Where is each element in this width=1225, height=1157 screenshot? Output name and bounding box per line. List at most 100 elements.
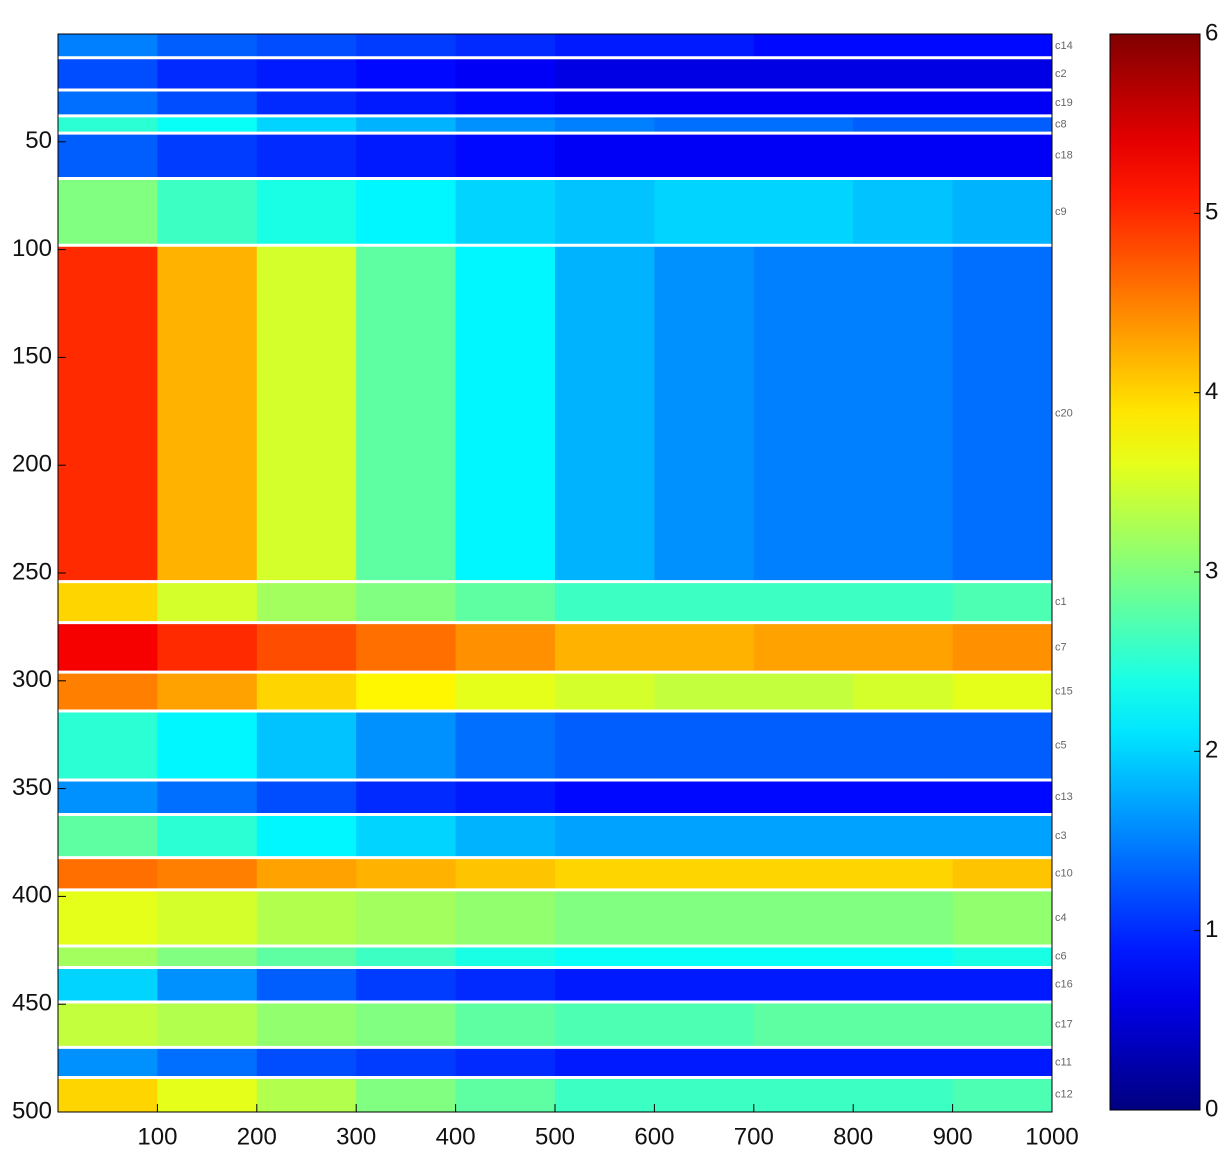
heatmap-cell: [356, 622, 457, 673]
heatmap-cell: [58, 945, 158, 968]
heatmap-cell: [654, 672, 755, 711]
heatmap-cell: [853, 178, 954, 246]
heatmap-cell: [654, 245, 755, 582]
heatmap-cell: [654, 945, 755, 968]
heatmap-cell: [356, 1002, 457, 1048]
heatmap-cell: [753, 889, 854, 946]
heatmap-cell: [455, 945, 556, 968]
heatmap-cell: [555, 945, 655, 968]
heatmap-cell: [455, 814, 556, 858]
heatmap-cell: [256, 857, 357, 890]
heatmap-cell: [356, 889, 457, 946]
heatmap-cell: [654, 1002, 755, 1048]
heatmap-cell: [256, 889, 357, 946]
heatmap-cell: [555, 115, 655, 134]
heatmap-cell: [455, 245, 556, 582]
heatmap-cell: [356, 57, 457, 91]
heatmap-cell: [157, 581, 258, 623]
heatmap-cell: [356, 967, 457, 1003]
x-tick-label: 500: [535, 1123, 575, 1150]
heatmap-cell: [555, 622, 655, 673]
heatmap-cell: [256, 245, 357, 582]
cluster-label: c15: [1055, 685, 1073, 697]
heatmap-cell: [853, 945, 954, 968]
heatmap-cell: [455, 34, 556, 58]
heatmap-cell: [753, 622, 854, 673]
heatmap-cell: [256, 622, 357, 673]
heatmap-cell: [157, 178, 258, 246]
heatmap-cell: [256, 779, 357, 815]
heatmap-cell: [753, 133, 854, 179]
heatmap-cell: [256, 1002, 357, 1048]
heatmap-cell: [853, 672, 954, 711]
heatmap-cell: [157, 889, 258, 946]
heatmap-cell: [952, 672, 1053, 711]
heatmap-cell: [853, 581, 954, 623]
heatmap-cell: [356, 581, 457, 623]
colorbar-tick-label: 3: [1205, 557, 1218, 584]
heatmap-cell: [256, 34, 357, 58]
x-tick-label: 700: [734, 1123, 774, 1150]
heatmap-cell: [356, 178, 457, 246]
y-tick-label: 100: [12, 235, 52, 262]
heatmap-cell: [555, 1077, 655, 1112]
cluster-label: c12: [1055, 1089, 1073, 1101]
heatmap-cell: [455, 133, 556, 179]
heatmap-cell: [157, 1077, 258, 1112]
heatmap-cell: [256, 672, 357, 711]
y-tick-label: 300: [12, 666, 52, 693]
heatmap-cell: [753, 779, 854, 815]
y-tick-label: 400: [12, 882, 52, 909]
heatmap-cell: [654, 34, 755, 58]
heatmap-cell: [853, 34, 954, 58]
cluster-label: c7: [1055, 641, 1067, 653]
cluster-label: c20: [1055, 407, 1073, 419]
heatmap-cell: [455, 1047, 556, 1078]
heatmap-cell: [753, 672, 854, 711]
heatmap-cell: [157, 245, 258, 582]
heatmap-cell: [555, 581, 655, 623]
heatmap-cell: [853, 90, 954, 116]
heatmap-cell: [654, 814, 755, 858]
heatmap-cell: [555, 1002, 655, 1048]
heatmap-cell: [952, 133, 1053, 179]
heatmap-cell: [555, 967, 655, 1003]
heatmap-cell: [952, 710, 1053, 780]
heatmap-cell: [753, 857, 854, 890]
colorbar-tick-label: 5: [1205, 199, 1218, 226]
heatmap-cell: [455, 178, 556, 246]
heatmap-cell: [853, 967, 954, 1003]
cluster-label: c8: [1055, 118, 1067, 130]
heatmap-cell: [654, 779, 755, 815]
heatmap-cell: [853, 1077, 954, 1112]
heatmap-cell: [654, 57, 755, 91]
heatmap-cell: [555, 90, 655, 116]
heatmap-cell: [356, 779, 457, 815]
heatmap-cell: [952, 245, 1053, 582]
heatmap-cell: [455, 889, 556, 946]
heatmap-cell: [58, 779, 158, 815]
heatmap-cell: [356, 90, 457, 116]
heatmap-cell: [952, 945, 1053, 968]
heatmap-cell: [555, 889, 655, 946]
heatmap-cell: [256, 115, 357, 134]
heatmap-cell: [455, 115, 556, 134]
heatmap-cell: [654, 857, 755, 890]
heatmap-cell: [952, 178, 1053, 246]
x-tick-label: 1000: [1025, 1123, 1078, 1150]
heatmap-cell: [455, 672, 556, 711]
heatmap-cell: [58, 889, 158, 946]
heatmap-cell: [952, 34, 1053, 58]
heatmap-cell: [853, 622, 954, 673]
heatmap-cell: [455, 967, 556, 1003]
heatmap-cell: [555, 672, 655, 711]
heatmap-cell: [952, 115, 1053, 134]
cluster-label: c1: [1055, 596, 1067, 608]
heatmap-cell: [853, 857, 954, 890]
heatmap-cell: [952, 889, 1053, 946]
heatmap-cell: [952, 1077, 1053, 1112]
cluster-label: c17: [1055, 1019, 1073, 1031]
heatmap-cell: [356, 945, 457, 968]
cluster-label: c18: [1055, 150, 1073, 162]
